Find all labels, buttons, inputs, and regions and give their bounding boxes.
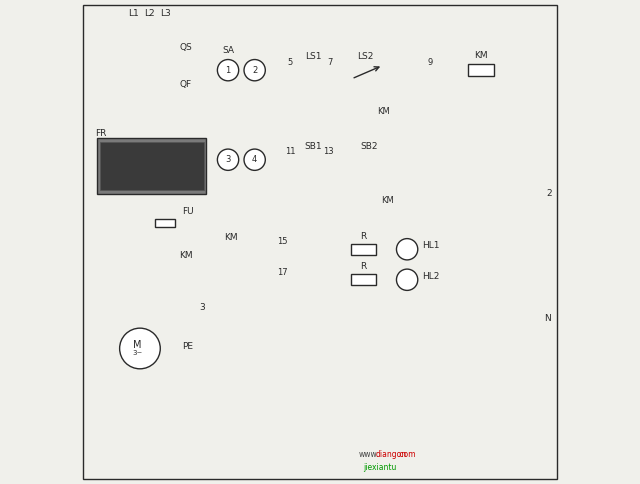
Text: 13: 13 (323, 148, 334, 156)
Text: QS: QS (179, 43, 192, 52)
Text: 9: 9 (428, 58, 433, 67)
Text: QF: QF (179, 80, 191, 89)
Circle shape (120, 328, 160, 369)
Bar (351, 244, 376, 255)
Text: FR: FR (95, 129, 106, 137)
Circle shape (131, 168, 136, 174)
Text: R: R (360, 262, 367, 271)
Text: 1: 1 (172, 187, 177, 196)
Text: KM: KM (223, 233, 237, 242)
Text: M: M (133, 340, 142, 349)
Text: 11: 11 (285, 148, 295, 156)
Text: SB1: SB1 (305, 142, 322, 151)
Text: HL1: HL1 (422, 242, 439, 250)
Text: 2: 2 (252, 66, 257, 75)
Circle shape (173, 168, 179, 174)
Text: diangon: diangon (375, 451, 406, 459)
Text: HHD2-F电动机保护器: HHD2-F电动机保护器 (140, 148, 179, 152)
Text: L2: L2 (144, 9, 155, 18)
Circle shape (106, 160, 118, 171)
Text: .com: .com (397, 451, 416, 459)
Text: KM: KM (378, 107, 390, 116)
Circle shape (141, 168, 147, 174)
Text: KM: KM (381, 197, 394, 205)
Text: www.: www. (358, 451, 379, 459)
Bar (100, 142, 204, 190)
Text: 东莞市粤兴电气有限公司: 东莞市粤兴电气有限公司 (145, 170, 173, 174)
Text: LS1: LS1 (305, 52, 321, 61)
Bar (468, 64, 494, 76)
Circle shape (152, 168, 158, 174)
Text: jiexiantu: jiexiantu (364, 463, 397, 471)
Text: 2: 2 (547, 189, 552, 198)
Text: N: N (544, 314, 551, 323)
Text: PE: PE (182, 342, 193, 350)
Text: 5: 5 (287, 58, 292, 67)
Text: 3: 3 (225, 155, 231, 164)
Circle shape (218, 149, 239, 170)
Text: FU: FU (182, 207, 194, 215)
Text: 17: 17 (277, 268, 287, 276)
Text: 1: 1 (225, 66, 230, 75)
Text: 15: 15 (277, 237, 287, 246)
Circle shape (163, 168, 168, 174)
Text: SA: SA (222, 46, 234, 55)
Text: R: R (360, 232, 367, 241)
Text: 3~: 3~ (132, 350, 143, 356)
Circle shape (396, 269, 418, 290)
Circle shape (101, 155, 122, 177)
Text: L3: L3 (160, 9, 171, 18)
Text: SB2: SB2 (360, 142, 378, 151)
Text: LS2: LS2 (357, 52, 374, 61)
Text: L1: L1 (128, 9, 139, 18)
Text: 4: 4 (252, 155, 257, 164)
Bar (351, 274, 376, 285)
Text: 7: 7 (327, 58, 332, 67)
Text: KM: KM (179, 251, 193, 260)
Text: 3: 3 (199, 303, 205, 312)
Circle shape (218, 60, 239, 81)
Text: KM: KM (474, 51, 488, 60)
Text: HL2: HL2 (422, 272, 439, 281)
Circle shape (244, 60, 266, 81)
Bar (156, 219, 175, 227)
Bar (97, 138, 206, 194)
Circle shape (396, 239, 418, 260)
Circle shape (244, 149, 266, 170)
